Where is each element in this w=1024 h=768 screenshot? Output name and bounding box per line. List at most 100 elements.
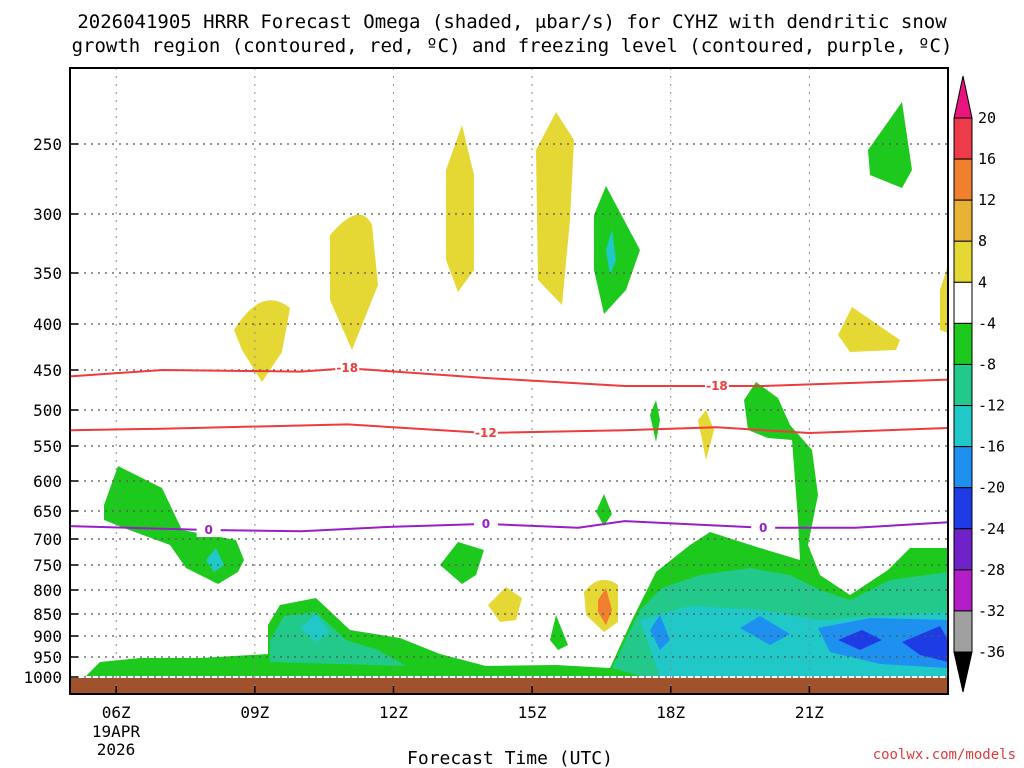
y-tick-label: 800 [33,581,62,600]
contour-line [69,520,949,533]
omega-darkblue-region [902,626,948,662]
y-tick-label: 750 [33,556,62,575]
x-tick-label: 12Z [379,703,408,722]
contour-label-bg [196,523,221,538]
colorbar-swatch [953,528,973,571]
omega-yellow-region [488,587,522,622]
colorbar-label: -8 [978,355,996,373]
contour-label: -18 [706,379,728,393]
axes: 250 300 350 400 450 500 550 600 650 700 750 800 850 9… [23,135,824,722]
omega-cyan-region [606,230,616,275]
y-tick-label: 500 [33,401,62,420]
ground-surface [70,678,948,694]
omega-darkblue-region [838,630,882,650]
colorbar-label: -36 [978,643,1005,661]
colorbar-swatch [953,117,973,160]
omega-yellow-region [698,410,714,460]
y-tick-label: 550 [33,437,62,456]
x-tick-label: 21Z [795,703,824,722]
y-tick-label: 250 [33,135,62,154]
omega-blue-region [650,615,670,650]
omega-green-region [104,466,244,584]
date-label-day: 19APR [92,722,141,741]
colorbar-label: -28 [978,561,1005,579]
omega-blue-region [740,616,790,645]
colorbar-label: 20 [978,109,996,127]
contour-label: -12 [475,426,497,440]
omega-yellow-region [234,300,290,382]
colorbar-swatch [953,569,973,612]
date-label-year: 2026 [97,740,136,759]
omega-yellow-region [940,265,948,333]
contour-label: 0 [759,521,767,535]
contour-label-bg [704,379,729,393]
colorbar-label: -4 [978,314,996,332]
contour-label-bg [751,520,776,535]
omega-green-region [650,400,660,442]
chart-title-line-1: 2026041905 HRRR Forecast Omega (shaded, … [77,11,947,33]
contour-label: -18 [336,361,358,375]
colorbar-bottom-arrow [953,651,973,693]
colorbar-swatch [953,363,973,407]
omega-yellow-region [446,125,474,292]
contour-label-bg [473,516,498,531]
x-tick-label: 18Z [656,703,685,722]
contour-line [69,367,949,387]
y-tick-label: 350 [33,264,62,283]
colorbar-label: 8 [978,232,987,250]
chart-title-line-2: growth region (contoured, red, ºC) and f… [72,35,953,57]
colorbar-swatch [953,446,973,489]
omega-cyan-region [300,614,330,642]
contour-label-bg [335,361,360,376]
x-axis-title: Forecast Time (UTC) [407,748,613,768]
y-tick-label: 300 [33,205,62,224]
colorbar-swatch [953,199,973,242]
y-tick-label: 450 [33,361,62,380]
contour-label: 0 [482,517,490,531]
y-tick-label: 600 [33,472,62,491]
colorbar-swatch [953,158,973,201]
omega-shading [86,102,948,676]
colorbar: 20 16 12 8 4 -4 -8 -12 -16 -20 -24 -28 -32 -36 [953,75,1005,693]
colorbar-label: -12 [978,397,1005,415]
colorbar-top-arrow [953,75,973,119]
y-tick-label: 950 [33,648,62,667]
colorbar-swatch [953,281,973,324]
source-credit[interactable]: coolwx.com/models [873,747,1016,763]
colorbar-swatch [953,610,973,653]
omega-green-region [594,186,640,314]
omega-yellow-region [330,214,378,350]
omega-blue-region [818,618,948,668]
omega-green-region [868,102,912,188]
omega-yellow-region [838,307,900,352]
colorbar-label: 12 [978,191,996,209]
colorbar-swatch [953,487,973,530]
x-tick-label: 09Z [240,703,269,722]
y-tick-label: 400 [33,315,62,334]
colorbar-label: -32 [978,602,1005,620]
omega-green-region [596,494,612,526]
contour-label: 0 [204,523,212,537]
y-tick-label: 700 [33,530,62,549]
colorbar-swatch [953,240,973,283]
omega-orange-region [598,588,612,625]
contour-lines: -18 -12 -18 0 0 0 [69,361,949,538]
colorbar-label: -16 [978,438,1005,456]
grid-lines [70,68,948,694]
omega-cyan-region [206,548,224,572]
colorbar-label: 16 [978,150,996,168]
y-tick-label: 1000 [23,668,62,687]
omega-green-region [440,542,484,584]
y-tick-label: 650 [33,502,62,521]
contour-label-bg [473,426,498,441]
x-tick-label: 06Z [102,703,131,722]
contour-line [69,423,949,435]
colorbar-label: -20 [978,479,1005,497]
plot-frame [69,67,949,695]
colorbar-swatch [953,322,973,365]
y-tick-label: 850 [33,605,62,624]
colorbar-label: 4 [978,273,987,291]
omega-green-region [550,615,568,650]
y-tick-label: 900 [33,627,62,646]
